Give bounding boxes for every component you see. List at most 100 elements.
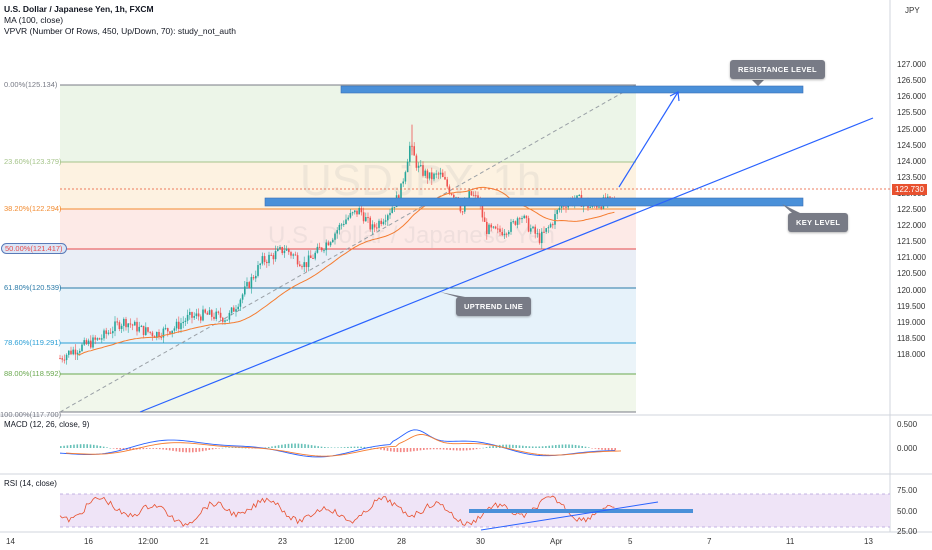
macd-histogram-bar bbox=[370, 447, 372, 449]
macd-histogram-bar bbox=[584, 446, 587, 448]
ma-indicator-label[interactable]: MA (100, close) bbox=[4, 15, 64, 25]
macd-histogram-bar bbox=[264, 447, 267, 448]
candle-body bbox=[508, 231, 510, 235]
candle-body bbox=[281, 247, 283, 254]
macd-title[interactable]: MACD (12, 26, close, 9) bbox=[4, 420, 90, 429]
candle-body bbox=[373, 224, 376, 228]
candle-body bbox=[162, 328, 165, 338]
candle-body bbox=[530, 228, 532, 232]
macd-histogram-bar bbox=[215, 448, 217, 449]
macd-histogram-bar bbox=[188, 448, 191, 453]
macd-histogram-bar bbox=[479, 448, 481, 449]
candle-body bbox=[514, 221, 517, 225]
macd-histogram-bar bbox=[66, 445, 69, 448]
macd-histogram-bar bbox=[228, 447, 230, 448]
macd-histogram-bar bbox=[555, 445, 557, 448]
candle-body bbox=[158, 331, 160, 338]
candle-body bbox=[431, 172, 433, 180]
candle-body bbox=[435, 173, 437, 175]
candle-body bbox=[538, 233, 541, 244]
candle-body bbox=[263, 256, 266, 262]
macd-histogram-bar bbox=[284, 444, 286, 448]
vpvr-indicator-label[interactable]: VPVR (Number Of Rows, 450, Up/Down, 70):… bbox=[4, 26, 236, 36]
projection-arrow bbox=[618, 91, 679, 188]
macd-histogram-bar bbox=[525, 446, 527, 448]
uptrend-line bbox=[139, 117, 874, 413]
candle-body bbox=[285, 248, 288, 251]
candle-body bbox=[382, 221, 385, 225]
price-axis-label: 119.500 bbox=[897, 301, 926, 311]
macd-histogram-bar bbox=[505, 444, 508, 448]
candle-body bbox=[512, 221, 514, 223]
macd-histogram-bar bbox=[139, 448, 141, 450]
candle-body bbox=[303, 262, 305, 267]
candle-body bbox=[140, 325, 143, 327]
candle-body bbox=[70, 350, 72, 355]
candle-body bbox=[180, 323, 182, 329]
candle-body bbox=[365, 217, 367, 222]
fib-level-label: 88.00%(118.592) bbox=[4, 369, 61, 378]
rsi-axis-2: 25.00 bbox=[897, 527, 918, 536]
macd-histogram-bar bbox=[93, 444, 95, 448]
uptrend-line-callout[interactable]: UPTREND LINE bbox=[456, 297, 532, 316]
candle-body bbox=[81, 344, 83, 351]
macd-histogram-bar bbox=[531, 446, 534, 448]
candle-body bbox=[83, 340, 85, 345]
last-price-tag: 122.730 bbox=[892, 184, 927, 195]
key-level-zone bbox=[264, 197, 804, 207]
candle-body bbox=[347, 217, 349, 220]
macd-histogram-bar bbox=[604, 448, 607, 451]
fib-band bbox=[60, 85, 636, 162]
macd-histogram-bar bbox=[472, 448, 475, 450]
resistance-zone bbox=[340, 85, 804, 94]
candle-body bbox=[90, 340, 92, 348]
candle-body bbox=[233, 307, 235, 312]
candle-body bbox=[246, 282, 248, 287]
fib-band bbox=[60, 249, 636, 288]
macd-histogram-bar bbox=[106, 447, 108, 448]
price-axis-label: 126.500 bbox=[897, 76, 926, 86]
macd-histogram-bar bbox=[112, 448, 115, 449]
symbol-title[interactable]: U.S. Dollar / Japanese Yen, 1h, FXCM bbox=[4, 4, 154, 14]
candle-body bbox=[534, 226, 536, 234]
macd-line bbox=[59, 429, 616, 458]
macd-histogram-bar bbox=[426, 448, 428, 450]
candle-body bbox=[558, 207, 561, 211]
candle-body bbox=[213, 316, 215, 319]
candle-body bbox=[147, 327, 149, 332]
candle-body bbox=[519, 218, 521, 220]
macd-histogram-bar bbox=[201, 448, 204, 452]
candle-body bbox=[217, 311, 220, 313]
macd-histogram-bar bbox=[231, 447, 234, 448]
macd-histogram-bar bbox=[79, 444, 82, 448]
candle-body bbox=[228, 312, 231, 320]
candle-body bbox=[472, 195, 475, 197]
candle-body bbox=[404, 172, 407, 182]
candle-body bbox=[543, 231, 545, 233]
candle-body bbox=[255, 275, 257, 279]
candle-body bbox=[545, 228, 547, 232]
candle-body bbox=[497, 228, 499, 230]
macd-histogram-bar bbox=[267, 446, 270, 448]
macd-histogram-bar bbox=[83, 444, 85, 448]
key-level-callout[interactable]: KEY LEVEL bbox=[788, 213, 849, 232]
macd-axis-1: 0.000 bbox=[897, 444, 918, 453]
candle-body bbox=[446, 179, 448, 187]
candle-body bbox=[94, 337, 96, 340]
currency-label: JPY bbox=[905, 6, 920, 15]
macd-histogram-bar bbox=[152, 448, 154, 449]
candle-body bbox=[250, 277, 253, 289]
candle-body bbox=[327, 242, 330, 246]
rsi-title[interactable]: RSI (14, close) bbox=[4, 479, 57, 488]
resistance-level-callout[interactable]: RESISTANCE LEVEL bbox=[730, 60, 825, 79]
macd-histogram-bar bbox=[406, 448, 409, 452]
candle-body bbox=[105, 330, 107, 334]
candle-body bbox=[442, 172, 444, 177]
candle-body bbox=[406, 161, 409, 173]
macd-histogram-bar bbox=[416, 448, 418, 451]
macd-histogram-bar bbox=[465, 448, 468, 451]
price-axis-label: 124.000 bbox=[897, 156, 926, 166]
macd-histogram-bar bbox=[274, 445, 277, 448]
